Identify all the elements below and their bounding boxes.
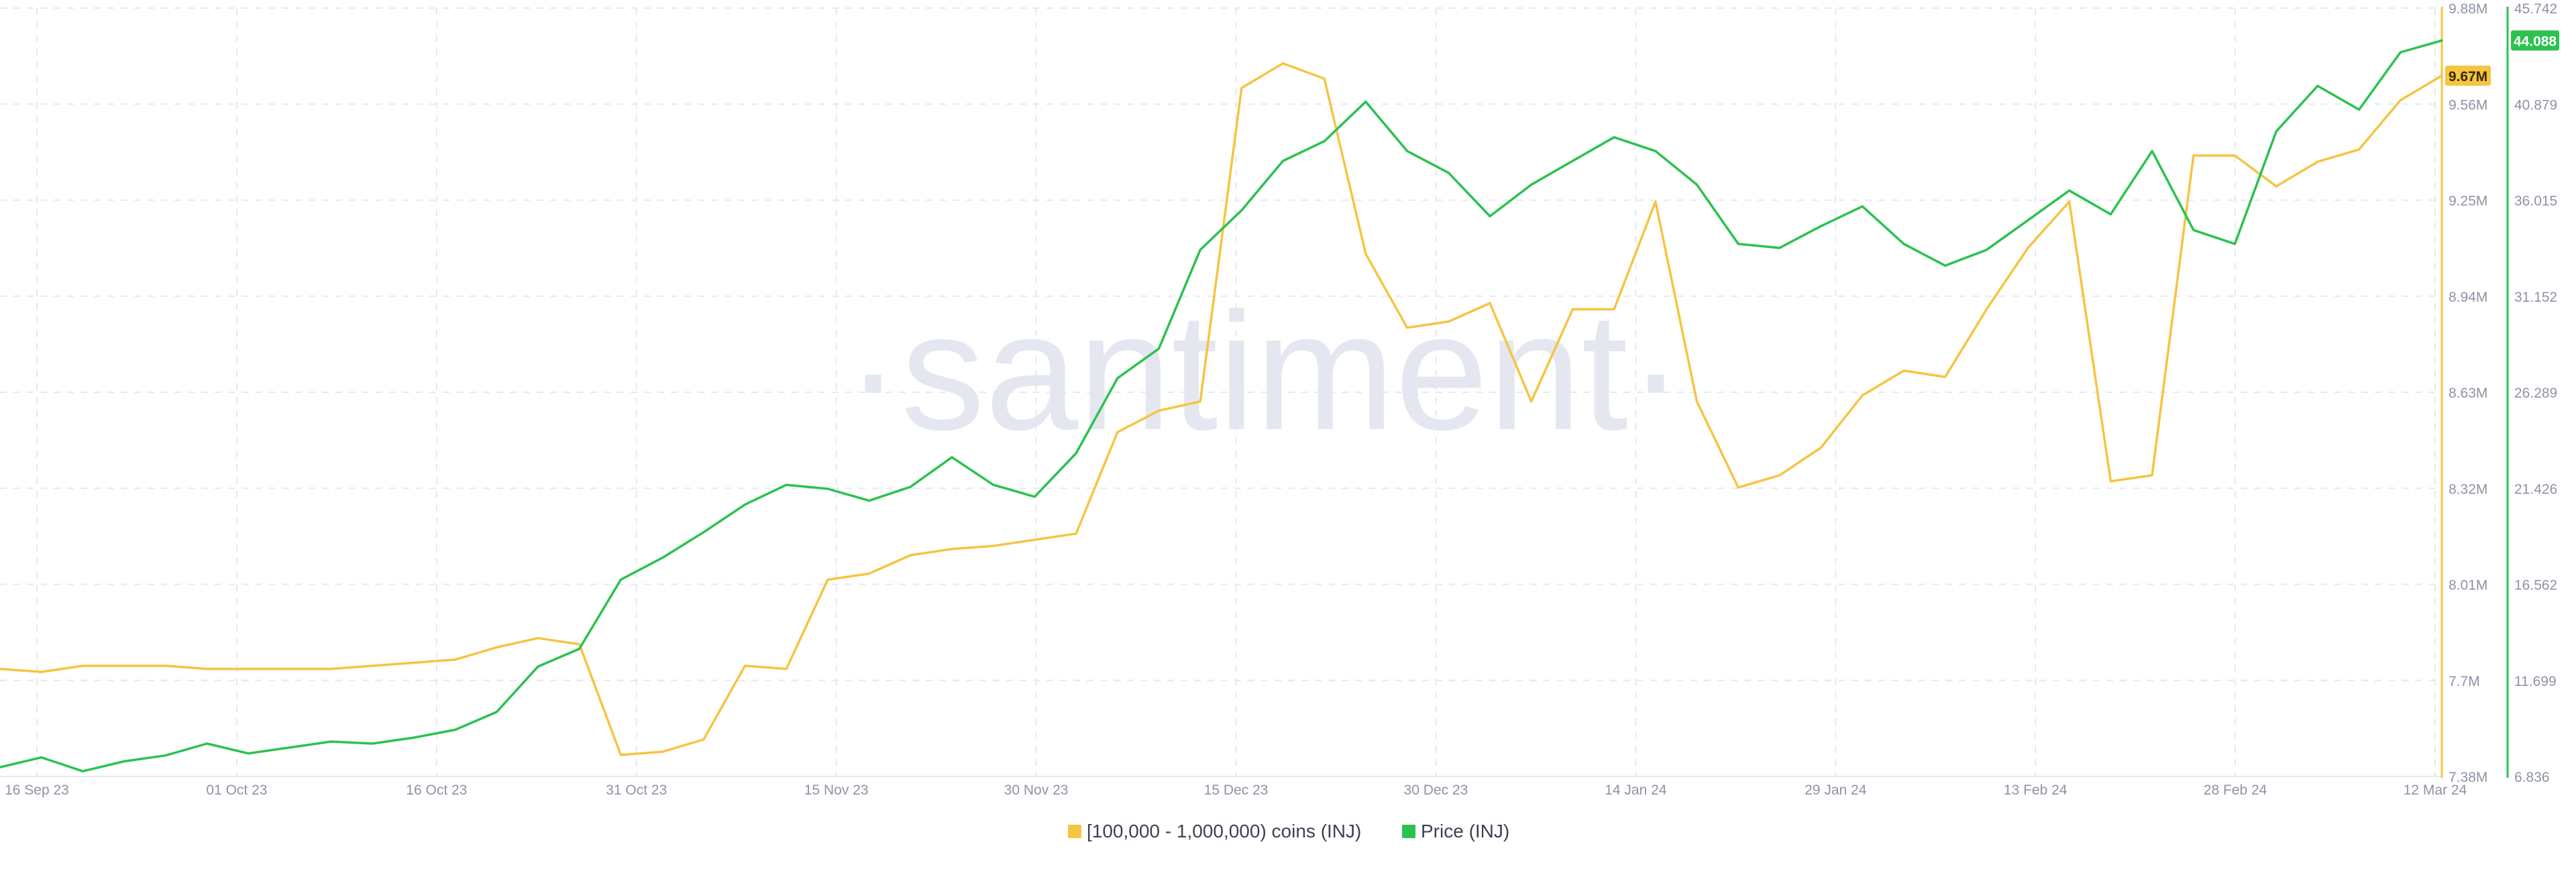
x-tick-label: 15 Nov 23 — [804, 782, 869, 798]
grid — [0, 7, 2442, 777]
y-right-tick-label: 45.742 — [2514, 1, 2557, 17]
x-tick-label: 16 Sep 23 — [5, 782, 69, 798]
x-tick-label: 28 Feb 24 — [2204, 782, 2267, 798]
x-tick-label: 15 Dec 23 — [1204, 782, 1269, 798]
y-right-tick-label: 31.152 — [2514, 290, 2557, 305]
y-right-tick-label: 21.426 — [2514, 481, 2557, 497]
legend-item-price[interactable]: Price (INJ) — [1402, 821, 1509, 841]
holders-legend-swatch — [1068, 825, 1081, 838]
legend-item-holders[interactable]: [100,000 - 1,000,000) coins (INJ) — [1068, 821, 1361, 841]
holders-series-line — [0, 62, 2443, 756]
y-left-tick-label: 8.01M — [2449, 578, 2487, 593]
price-legend-swatch — [1402, 825, 1415, 838]
x-tick-label: 30 Nov 23 — [1004, 782, 1069, 798]
axes — [2440, 7, 2509, 778]
y-left-tick-label: 8.94M — [2449, 290, 2487, 305]
y-right-tick-label: 40.879 — [2514, 97, 2557, 113]
y-right-tick-label: 11.699 — [2514, 674, 2557, 689]
santiment-watermark: ·santiment· — [845, 278, 1684, 465]
x-tick-label: 30 Dec 23 — [1404, 782, 1468, 798]
y-left-tick-label: 9.56M — [2449, 97, 2487, 113]
x-tick-label: 16 Oct 23 — [406, 782, 467, 798]
holders-legend-label: [100,000 - 1,000,000) coins (INJ) — [1087, 821, 1361, 841]
series-layer — [0, 39, 2443, 772]
price-last-value-label: 44.088 — [2514, 34, 2557, 49]
x-tick-label: 29 Jan 24 — [1805, 782, 1867, 798]
x-tick-label: 13 Feb 24 — [2004, 782, 2068, 798]
price-last-value-tag — [2511, 30, 2559, 51]
ticks: 7.38M 6.836 7.7M 11.699 8.01M 16.562 8.32M 21.4… — [5, 1, 2557, 798]
x-tick-label: 31 Oct 23 — [606, 782, 667, 798]
y-right-tick-label: 26.289 — [2514, 386, 2557, 401]
legend[interactable]: [100,000 - 1,000,000) coins (INJ) Price (… — [1068, 821, 1509, 841]
price-series-line — [0, 39, 2443, 772]
y-left-tick-label: 9.25M — [2449, 194, 2487, 209]
last-value-tags: 9.67M 44.088 — [2445, 30, 2559, 86]
y-left-tick-label: 7.38M — [2449, 770, 2487, 785]
y-left-tick-label: 8.63M — [2449, 386, 2487, 401]
y-left-tick-label: 8.32M — [2449, 481, 2487, 497]
x-tick-label: 01 Oct 23 — [206, 782, 267, 798]
holders-last-value-tag — [2445, 65, 2491, 86]
holders-last-value-label: 9.67M — [2449, 69, 2487, 84]
y-right-tick-label: 6.836 — [2514, 770, 2550, 785]
y-left-tick-label: 9.88M — [2449, 1, 2487, 17]
price-legend-label: Price (INJ) — [1421, 821, 1509, 841]
y-right-tick-label: 16.562 — [2514, 578, 2557, 593]
y-left-tick-label: 7.7M — [2449, 674, 2480, 689]
x-tick-label: 12 Mar 24 — [2404, 782, 2467, 798]
x-tick-label: 14 Jan 24 — [1605, 782, 1667, 798]
y-right-tick-label: 36.015 — [2514, 194, 2557, 209]
